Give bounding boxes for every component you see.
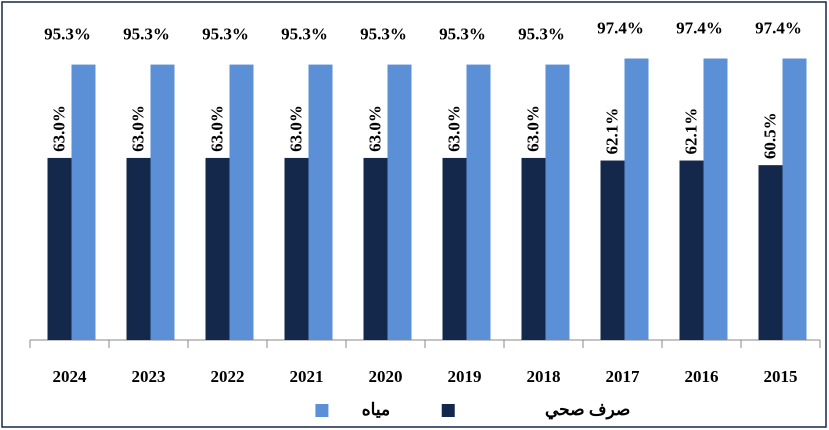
bar — [466, 64, 491, 340]
x-tick-label: 2017 — [606, 367, 641, 386]
x-tick-label: 2020 — [369, 367, 403, 386]
bar — [363, 157, 388, 340]
legend-swatch — [441, 404, 455, 417]
data-label: 63.0% — [286, 105, 305, 152]
bar — [71, 64, 96, 340]
bar — [229, 64, 254, 340]
data-label: 63.0% — [49, 105, 68, 152]
bar — [679, 160, 704, 340]
legend-swatch — [315, 404, 329, 417]
data-label: 63.0% — [365, 105, 384, 152]
x-tick-label: 2022 — [211, 367, 245, 386]
data-label: 97.4% — [676, 18, 723, 37]
data-label: 95.3% — [202, 24, 249, 43]
bar — [284, 157, 309, 340]
x-tick-label: 2016 — [685, 367, 719, 386]
bar — [205, 157, 230, 340]
data-label: 63.0% — [128, 105, 147, 152]
data-label: 63.0% — [444, 105, 463, 152]
bar — [442, 157, 467, 340]
bar — [521, 157, 546, 340]
data-label: 60.5% — [760, 112, 779, 159]
bar — [387, 64, 412, 340]
x-tick-label: 2018 — [527, 367, 561, 386]
x-tick-label: 2024 — [53, 367, 88, 386]
bar — [126, 157, 151, 340]
data-label: 62.1% — [681, 108, 700, 155]
data-label: 63.0% — [207, 105, 226, 152]
data-label: 95.3% — [439, 24, 486, 43]
data-label: 95.3% — [44, 24, 91, 43]
bar — [782, 58, 807, 340]
bar — [150, 64, 175, 340]
data-label: 97.4% — [755, 18, 802, 37]
bar — [545, 64, 570, 340]
legend-label: صرف صحي — [545, 400, 630, 420]
bar — [758, 165, 783, 340]
data-label: 95.3% — [281, 24, 328, 43]
bar — [308, 64, 333, 340]
bar — [624, 58, 649, 340]
x-tick-label: 2015 — [764, 367, 798, 386]
data-label: 97.4% — [597, 18, 644, 37]
data-label: 95.3% — [518, 24, 565, 43]
legend-label: مياه — [362, 400, 390, 419]
data-label: 95.3% — [360, 24, 407, 43]
bar — [47, 157, 72, 340]
bar — [600, 160, 625, 340]
data-label: 95.3% — [123, 24, 170, 43]
x-tick-label: 2023 — [132, 367, 166, 386]
x-tick-label: 2019 — [448, 367, 482, 386]
x-tick-label: 2021 — [290, 367, 324, 386]
data-label: 62.1% — [602, 108, 621, 155]
data-label: 63.0% — [523, 105, 542, 152]
bar — [703, 58, 728, 340]
